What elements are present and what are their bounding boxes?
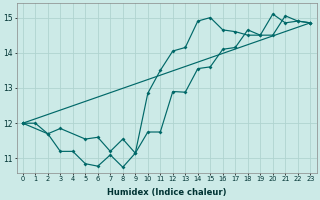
X-axis label: Humidex (Indice chaleur): Humidex (Indice chaleur)	[107, 188, 226, 197]
